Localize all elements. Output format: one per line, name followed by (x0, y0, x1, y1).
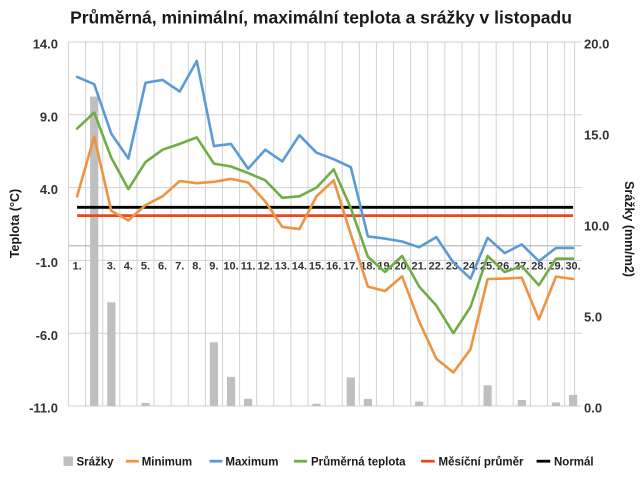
svg-text:11.: 11. (241, 261, 256, 273)
svg-text:Průměrná teplota: Průměrná teplota (311, 457, 406, 469)
svg-text:9.0: 9.0 (40, 109, 58, 124)
svg-text:28.: 28. (531, 261, 546, 273)
svg-text:5.0: 5.0 (584, 310, 602, 325)
svg-text:-11.0: -11.0 (29, 401, 58, 416)
svg-text:3.: 3. (107, 261, 116, 273)
svg-text:1.: 1. (73, 261, 82, 273)
svg-text:Měsíční průměr: Měsíční průměr (439, 457, 525, 469)
svg-text:12.: 12. (258, 261, 273, 273)
svg-text:4.0: 4.0 (40, 182, 58, 197)
svg-text:Normál: Normál (554, 457, 594, 469)
svg-text:6.: 6. (158, 261, 167, 273)
svg-text:18.: 18. (360, 261, 375, 273)
svg-text:Maximum: Maximum (225, 457, 278, 469)
svg-text:15.0: 15.0 (584, 128, 609, 143)
svg-text:13.: 13. (275, 261, 290, 273)
svg-text:-1.0: -1.0 (36, 255, 58, 270)
svg-text:Srážky: Srážky (77, 457, 115, 469)
svg-text:14.: 14. (292, 261, 307, 273)
svg-text:Teplota (°C): Teplota (°C) (8, 189, 22, 258)
svg-text:9.: 9. (209, 261, 218, 273)
svg-text:Srážky (mm/m2): Srážky (mm/m2) (622, 181, 636, 277)
svg-text:Průměrná, minimální, maximální: Průměrná, minimální, maximální teplota a… (70, 8, 572, 28)
svg-text:10.: 10. (223, 261, 238, 273)
svg-text:17.: 17. (343, 261, 358, 273)
svg-text:30.: 30. (565, 261, 580, 273)
svg-text:4.: 4. (124, 261, 133, 273)
svg-text:14.0: 14.0 (33, 37, 58, 52)
svg-text:0.0: 0.0 (584, 401, 602, 416)
svg-text:22.: 22. (429, 261, 444, 273)
svg-text:Minimum: Minimum (142, 457, 192, 469)
svg-text:20.0: 20.0 (584, 37, 609, 52)
svg-text:23.: 23. (446, 261, 461, 273)
svg-text:16.: 16. (326, 261, 341, 273)
svg-text:7.: 7. (175, 261, 184, 273)
svg-text:5.: 5. (141, 261, 150, 273)
svg-text:-6.0: -6.0 (36, 328, 58, 343)
svg-text:8.: 8. (192, 261, 201, 273)
svg-text:21.: 21. (412, 261, 427, 273)
svg-text:15.: 15. (309, 261, 324, 273)
svg-text:10.0: 10.0 (584, 219, 609, 234)
